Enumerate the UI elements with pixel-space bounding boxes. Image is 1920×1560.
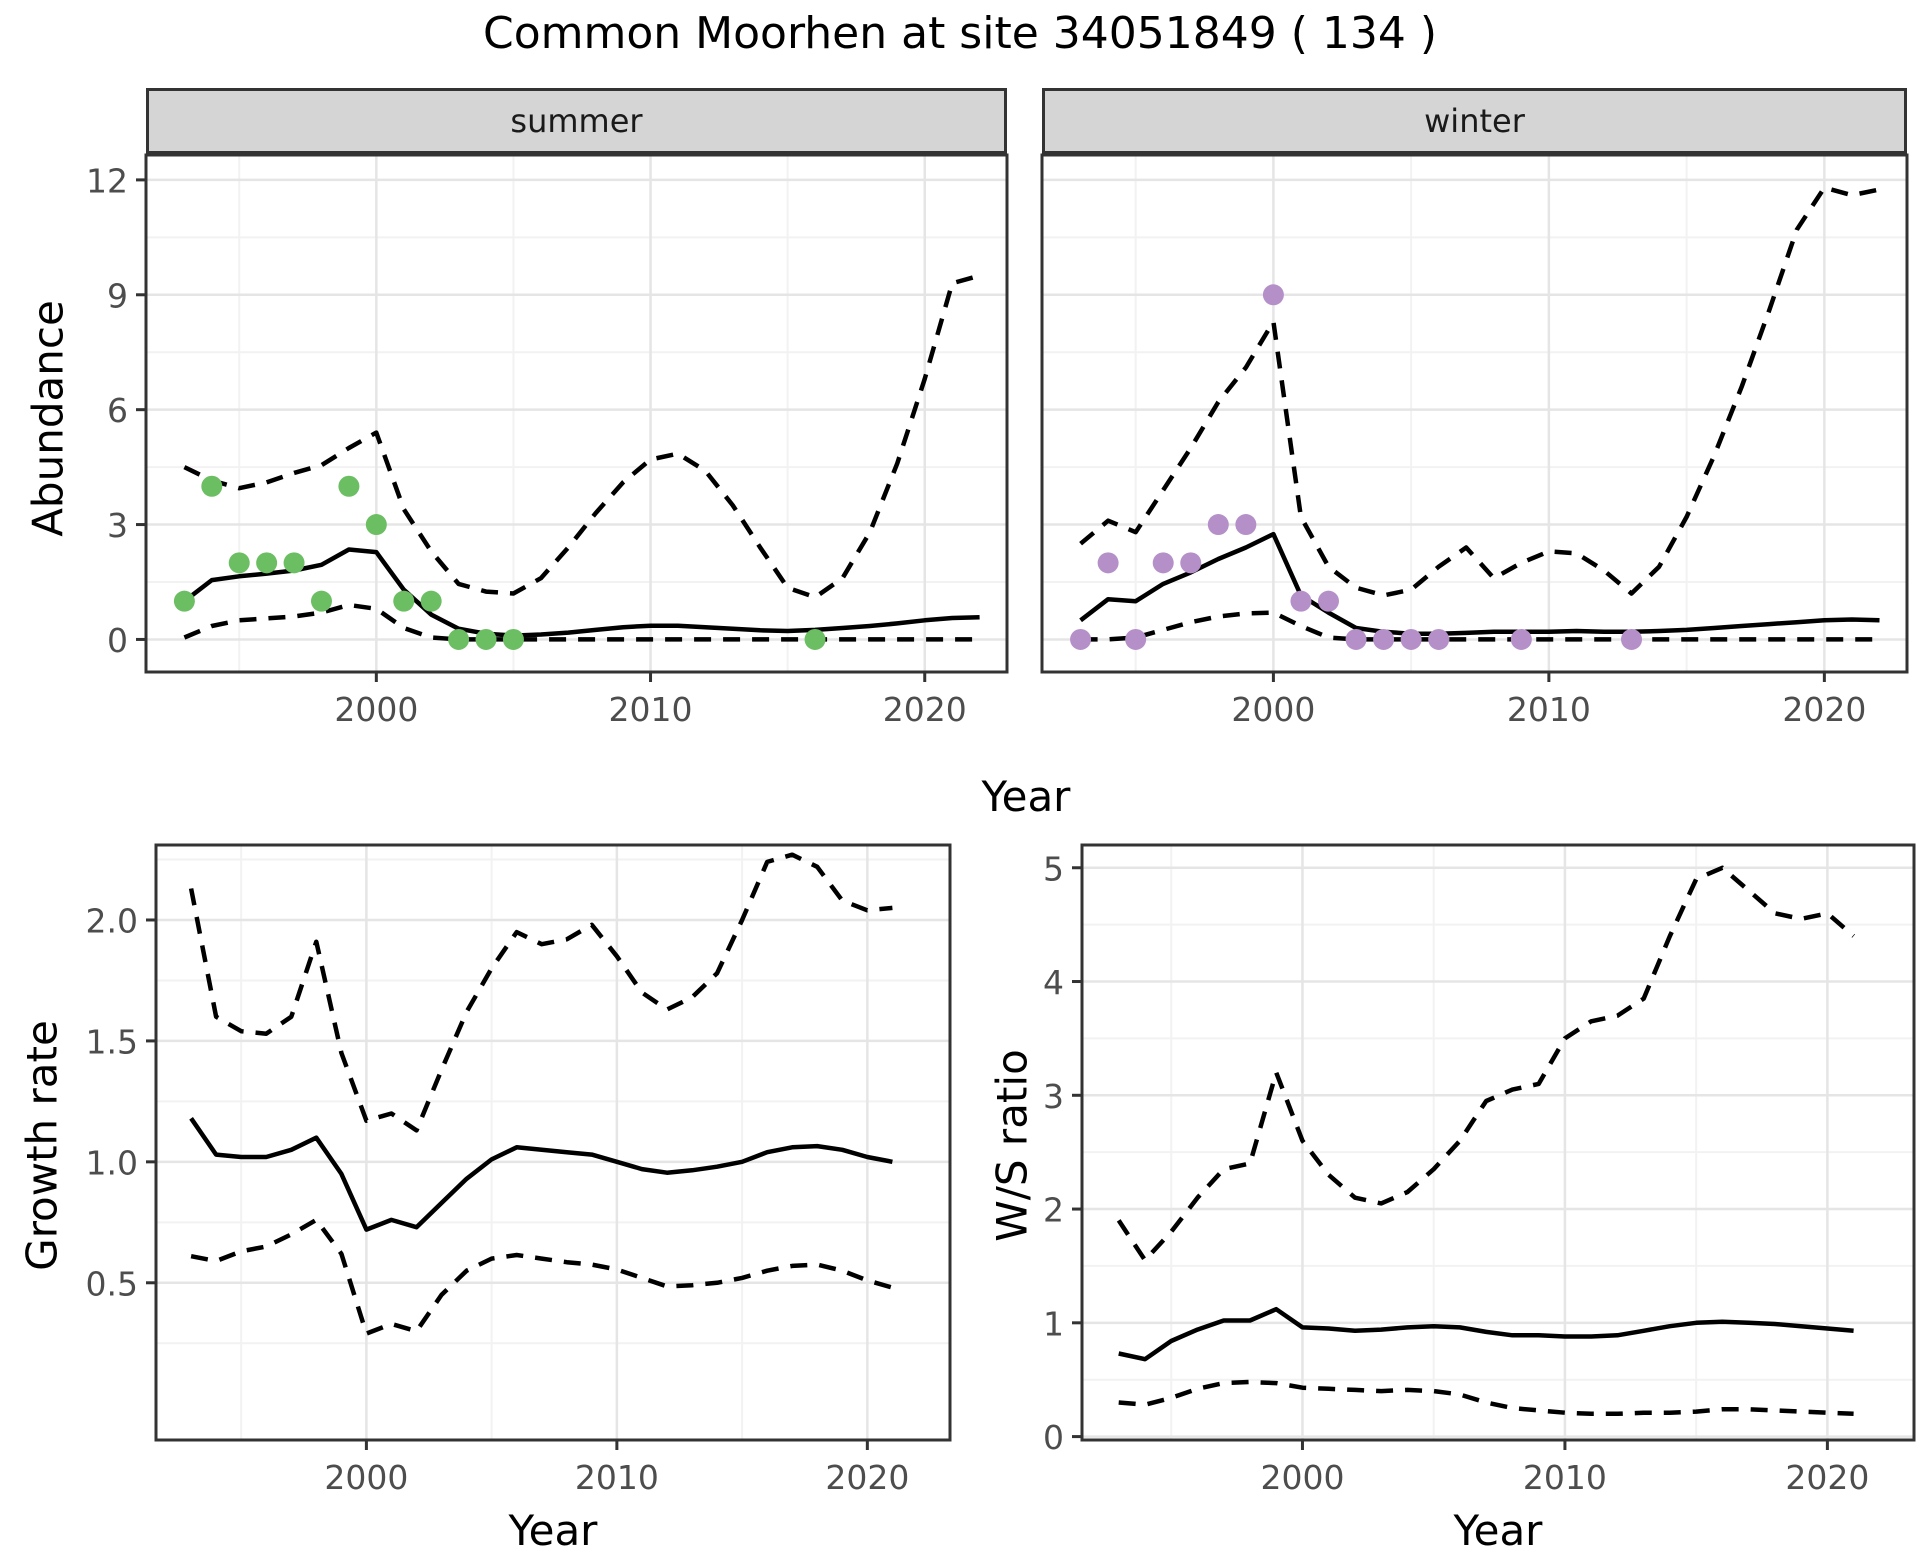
svg-text:2020: 2020 <box>1785 1458 1869 1497</box>
x-axis-title-year-growth: Year <box>508 1506 598 1555</box>
growth-rate-upper-credible <box>188 852 893 1133</box>
axis-ticks-abundance-summer: 2000 2010 2020 0 3 6 9 12 <box>86 161 967 728</box>
abundance-summer-upper-credible <box>183 273 981 600</box>
svg-text:5: 5 <box>1043 849 1064 888</box>
svg-text:2020: 2020 <box>883 690 967 729</box>
svg-text:2010: 2010 <box>1507 690 1591 729</box>
svg-text:2010: 2010 <box>609 690 693 729</box>
facet-strip-winter-label: winter <box>1424 102 1525 140</box>
panel-ws-ratio: 2000 2010 2020 0 1 2 3 4 5 <box>1043 843 1916 1497</box>
facet-strip-summer-label: summer <box>510 102 643 140</box>
svg-text:9: 9 <box>107 276 128 315</box>
series-ws-ratio <box>1116 865 1856 1417</box>
svg-text:0: 0 <box>1043 1418 1064 1457</box>
growth-rate-estimate <box>189 1117 893 1232</box>
svg-text:2000: 2000 <box>334 690 418 729</box>
svg-text:4: 4 <box>1043 963 1064 1002</box>
svg-text:2020: 2020 <box>825 1458 909 1497</box>
facet-strip-winter: winter <box>1042 88 1907 154</box>
facet-strip-summer: summer <box>146 88 1007 154</box>
panel-abundance-winter: 2000 2010 2020 <box>1040 153 1909 729</box>
svg-text:2.0: 2.0 <box>86 901 138 940</box>
svg-text:0: 0 <box>107 621 128 660</box>
svg-text:2010: 2010 <box>575 1458 659 1497</box>
abundance-summer-lower-credible <box>183 602 980 642</box>
svg-text:6: 6 <box>107 391 128 430</box>
svg-text:2020: 2020 <box>1782 690 1866 729</box>
y-axis-title-ws-ratio: W/S ratio <box>987 1049 1037 1242</box>
x-axis-title-year-ws: Year <box>1453 1506 1543 1555</box>
svg-text:3: 3 <box>1043 1077 1064 1116</box>
svg-text:12: 12 <box>86 161 128 200</box>
svg-text:2010: 2010 <box>1523 1458 1607 1497</box>
svg-text:2000: 2000 <box>1231 690 1315 729</box>
ws-ratio-lower-credible <box>1118 1379 1854 1417</box>
panel-abundance-summer: 2000 2010 2020 0 3 6 9 12 <box>86 153 1009 729</box>
axis-ticks-ws-ratio: 2000 2010 2020 0 1 2 3 4 5 <box>1043 849 1869 1497</box>
svg-text:2000: 2000 <box>324 1458 408 1497</box>
series-abundance-summer <box>173 273 981 650</box>
abundance-summer-observed-counts <box>173 475 826 650</box>
svg-text:1.5: 1.5 <box>86 1022 138 1061</box>
gridlines-abundance-summer <box>146 155 1007 672</box>
x-axis-title-year-top: Year <box>981 772 1071 821</box>
svg-text:3: 3 <box>107 506 128 545</box>
series-growth-rate <box>188 852 894 1336</box>
axis-ticks-growth-rate: 2000 2010 2020 0.5 1.0 1.5 2.0 <box>86 901 910 1496</box>
svg-text:2: 2 <box>1043 1191 1064 1230</box>
abundance-winter-lower-credible <box>1080 610 1880 642</box>
gridlines-growth-rate <box>156 845 950 1440</box>
series-abundance-winter <box>1070 185 1880 650</box>
gridlines-abundance-winter <box>1042 155 1907 672</box>
abundance-summer-estimate <box>183 547 980 638</box>
chart-title: Common Moorhen at site 34051849 ( 134 ) <box>483 8 1437 59</box>
gridlines-ws-ratio <box>1082 845 1914 1440</box>
growth-rate-lower-credible <box>190 1217 894 1336</box>
svg-text:2000: 2000 <box>1260 1458 1344 1497</box>
panel-growth-rate: 2000 2010 2020 0.5 1.0 1.5 2.0 <box>86 843 952 1497</box>
abundance-winter-upper-credible <box>1079 185 1880 598</box>
abundance-winter-estimate <box>1079 531 1880 636</box>
svg-text:1: 1 <box>1043 1304 1064 1343</box>
y-axis-title-abundance: Abundance <box>23 300 73 537</box>
abundance-winter-observed-counts <box>1070 284 1643 650</box>
y-axis-title-growth-rate: Growth rate <box>17 1020 67 1271</box>
ws-ratio-upper-credible <box>1116 865 1856 1263</box>
axis-ticks-abundance-winter: 2000 2010 2020 <box>1231 672 1866 729</box>
svg-text:0.5: 0.5 <box>86 1264 138 1303</box>
svg-text:1.0: 1.0 <box>86 1143 138 1182</box>
ws-ratio-estimate <box>1118 1306 1854 1362</box>
